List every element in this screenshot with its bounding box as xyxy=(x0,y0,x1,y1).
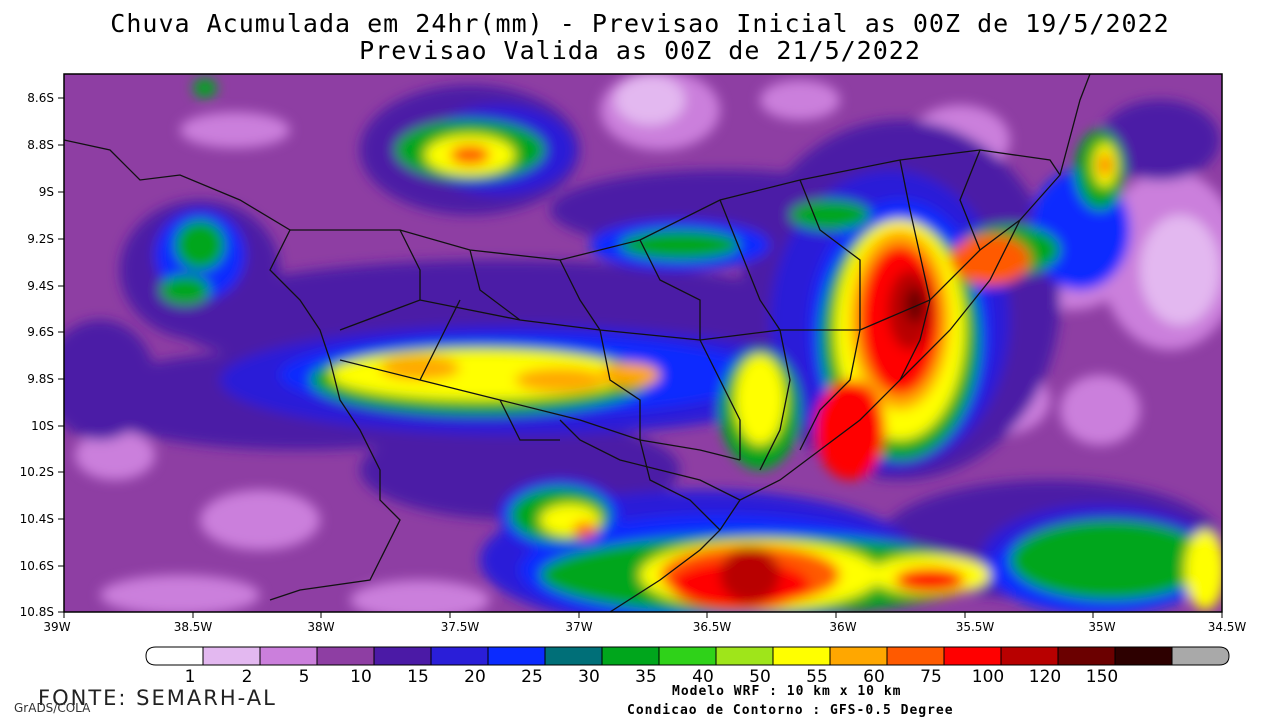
legend-label: 25 xyxy=(521,667,543,687)
legend-label: 100 xyxy=(972,667,1004,687)
legend-swatch xyxy=(715,646,774,666)
source-label: FONTE: SEMARH-AL xyxy=(38,686,277,710)
legend-label: 35 xyxy=(635,667,657,687)
lon-label: 37.5W xyxy=(441,620,480,634)
lat-label: 8.8S xyxy=(27,138,54,152)
lon-label: 36W xyxy=(829,620,856,634)
legend-label: 120 xyxy=(1029,667,1061,687)
lat-label: 10.2S xyxy=(20,465,54,479)
lat-label: 10.4S xyxy=(20,512,54,526)
legend-swatch xyxy=(1057,646,1116,666)
legend-swatch xyxy=(259,646,318,666)
lat-label: 10.6S xyxy=(20,559,54,573)
color-legend xyxy=(145,646,1230,666)
legend-swatch xyxy=(145,646,204,666)
legend-swatch xyxy=(601,646,660,666)
legend-swatch xyxy=(886,646,945,666)
lat-label: 10.8S xyxy=(20,605,54,619)
map-subtitle: Previsao Valida as 00Z de 21/5/2022 xyxy=(359,36,921,65)
legend-swatch xyxy=(772,646,831,666)
longitude-axis: 39W 38.5W 38W 37.5W 37W 36.5W 36W 35.5W … xyxy=(43,612,1246,634)
lon-label: 34.5W xyxy=(1208,620,1247,634)
legend-swatch xyxy=(658,646,717,666)
legend-label: 40 xyxy=(692,667,714,687)
lon-label: 35W xyxy=(1088,620,1115,634)
model-info: Modelo WRF : 10 km x 10 km xyxy=(672,684,902,699)
legend-swatch xyxy=(430,646,489,666)
plot-frame xyxy=(63,73,1223,613)
lon-label: 38W xyxy=(307,620,334,634)
lon-label: 35.5W xyxy=(956,620,995,634)
lat-label: 9.6S xyxy=(27,325,54,339)
precipitation-field xyxy=(64,74,1222,612)
legend-label: 55 xyxy=(806,667,828,687)
lat-label: 9.4S xyxy=(27,279,54,293)
legend-swatch xyxy=(1114,646,1173,666)
legend-label: 60 xyxy=(863,667,885,687)
legend-swatch xyxy=(202,646,261,666)
lat-label: 9.8S xyxy=(27,372,54,386)
legend-label: 1 xyxy=(185,667,196,687)
legend-label: 150 xyxy=(1086,667,1118,687)
legend-label: 30 xyxy=(578,667,600,687)
legend-labels: 1 2 5 10 15 20 25 30 35 40 50 55 60 75 1… xyxy=(185,667,1119,687)
lat-label: 8.6S xyxy=(27,91,54,105)
legend-swatch xyxy=(829,646,888,666)
legend-label: 10 xyxy=(350,667,372,687)
legend-swatch xyxy=(544,646,603,666)
legend-swatch xyxy=(487,646,546,666)
boundary-condition-info: Condicao de Contorno : GFS-0.5 Degree xyxy=(627,703,954,718)
legend-label: 50 xyxy=(749,667,771,687)
legend-label: 2 xyxy=(242,667,253,687)
legend-swatch xyxy=(373,646,432,666)
software-label: GrADS/COLA xyxy=(14,701,91,715)
latitude-axis: 8.6S 8.8S 9S 9.2S 9.4S 9.6S 9.8S 10S 10.… xyxy=(20,91,64,619)
legend-swatch xyxy=(1000,646,1059,666)
state-boundaries xyxy=(64,74,1091,612)
legend-swatch xyxy=(943,646,1002,666)
legend-label: 15 xyxy=(407,667,429,687)
legend-swatch xyxy=(316,646,375,666)
lat-label: 9S xyxy=(39,185,54,199)
legend-swatch xyxy=(1171,646,1230,666)
legend-label: 5 xyxy=(299,667,310,687)
legend-label: 20 xyxy=(464,667,486,687)
lat-label: 10S xyxy=(31,419,54,433)
lon-label: 36.5W xyxy=(693,620,732,634)
lat-label: 9.2S xyxy=(27,232,54,246)
lon-label: 38.5W xyxy=(174,620,213,634)
lon-label: 37W xyxy=(565,620,592,634)
lon-label: 39W xyxy=(43,620,70,634)
map-title: Chuva Acumulada em 24hr(mm) - Previsao I… xyxy=(110,9,1170,38)
legend-label: 75 xyxy=(920,667,942,687)
